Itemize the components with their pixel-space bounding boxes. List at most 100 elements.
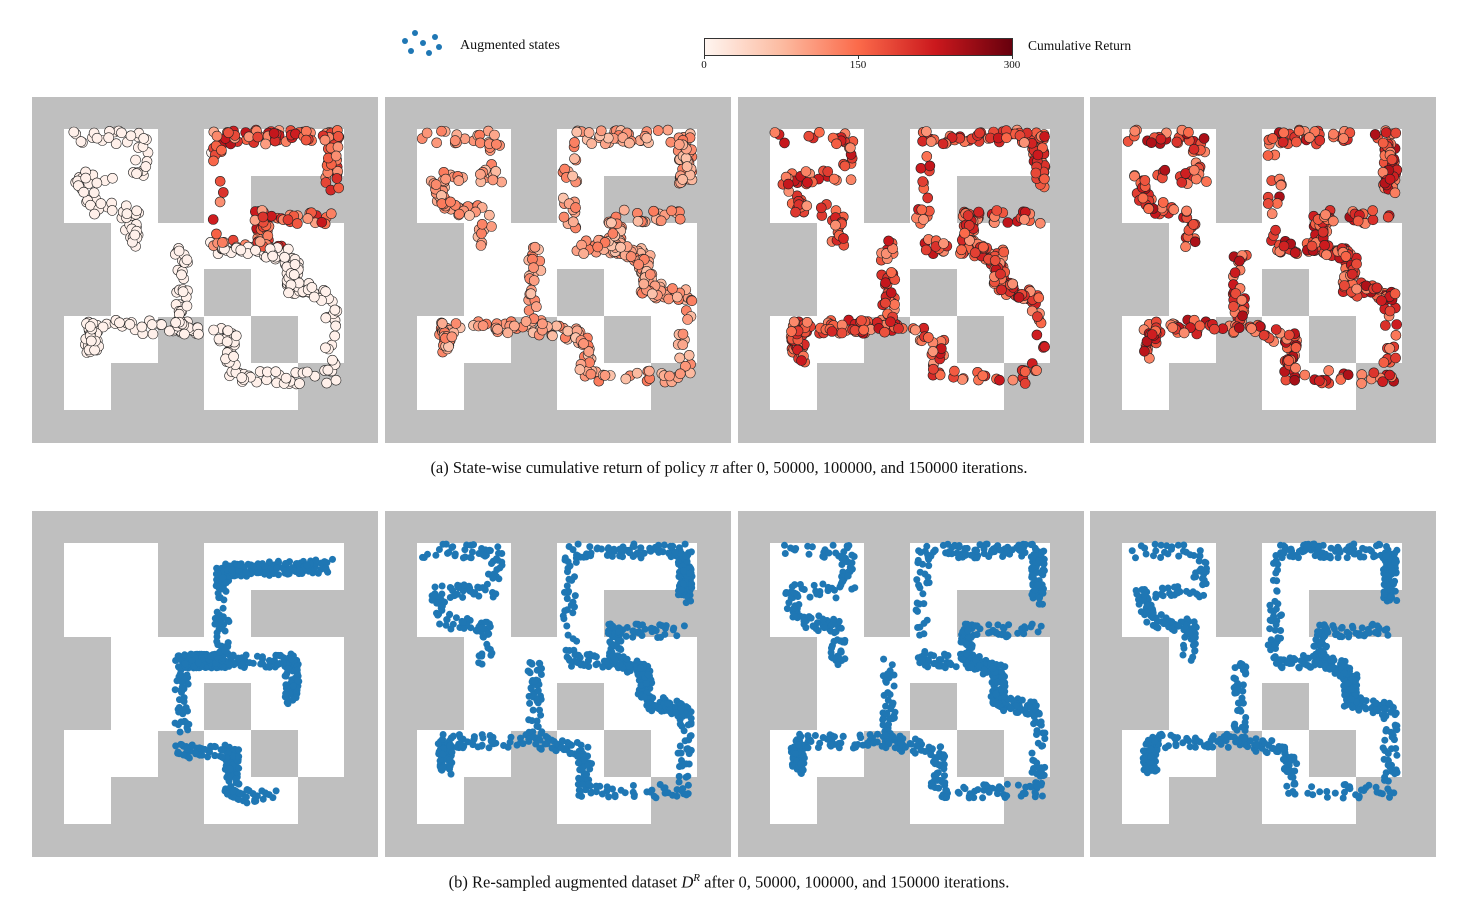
state-point <box>449 135 461 146</box>
augmented-state-point <box>805 550 813 558</box>
state-point <box>454 208 465 220</box>
augmented-state-point <box>637 629 645 637</box>
state-point <box>491 138 502 150</box>
augmented-state-point <box>795 741 802 749</box>
augmented-state-point <box>1003 631 1011 639</box>
maze-obstacle <box>1309 730 1356 777</box>
augmented-state-point <box>533 717 541 725</box>
augmented-state-point <box>985 621 993 629</box>
state-point <box>673 139 685 150</box>
return-map-panel <box>32 97 378 443</box>
state-point <box>136 321 148 333</box>
state-point <box>606 217 617 229</box>
state-point <box>322 364 334 376</box>
state-point <box>786 326 797 337</box>
maze-obstacle <box>251 590 298 637</box>
state-point <box>822 166 834 177</box>
state-point <box>486 221 497 232</box>
augmented-state-point <box>228 566 236 574</box>
augmented-state-point <box>486 546 493 554</box>
state-point <box>674 352 686 364</box>
state-point <box>1293 125 1305 137</box>
state-point <box>228 351 239 362</box>
state-point <box>243 131 255 143</box>
state-point <box>1030 167 1042 179</box>
state-point <box>1376 295 1387 306</box>
augmented-state-point <box>566 740 574 748</box>
state-point <box>1254 321 1266 332</box>
state-point <box>421 127 433 139</box>
augmented-state-point <box>235 796 243 803</box>
state-point <box>880 277 891 288</box>
state-point <box>211 130 223 142</box>
augmented-state-point <box>819 615 827 623</box>
augmented-state-point <box>835 744 843 752</box>
augmented-state-point <box>473 627 481 635</box>
augmented-state-point <box>243 799 251 807</box>
maze-obstacle <box>64 637 104 684</box>
augmented-state-point <box>559 612 567 620</box>
augmented-state-point <box>1040 567 1048 575</box>
augmented-state-point <box>192 750 200 758</box>
state-point <box>1229 267 1241 278</box>
augmented-state-point <box>249 790 257 798</box>
state-point <box>216 144 227 156</box>
augmented-state-point <box>964 627 972 635</box>
augmented-state-point <box>495 575 503 583</box>
state-point <box>1328 215 1339 227</box>
state-point <box>918 214 929 225</box>
state-point <box>596 125 607 137</box>
state-point <box>674 368 686 380</box>
state-point <box>1382 211 1394 223</box>
augmented-state-point <box>684 745 692 753</box>
augmented-state-point <box>637 664 644 672</box>
state-point <box>529 241 541 253</box>
augmented-state-point <box>496 564 504 572</box>
augmented-state-point <box>293 560 301 568</box>
maze-obstacle <box>957 730 1004 777</box>
augmented-state-point <box>254 569 262 577</box>
state-point <box>208 324 219 336</box>
state-point <box>683 349 695 361</box>
augmented-state-point <box>571 592 579 600</box>
colorbar-tick-label: 0 <box>701 59 707 71</box>
augmented-state-point <box>996 546 1004 554</box>
state-point <box>1283 355 1294 366</box>
state-point <box>173 245 185 257</box>
state-point <box>300 125 312 137</box>
state-point <box>124 319 136 330</box>
augmented-state-point <box>1028 540 1036 548</box>
augmented-state-point <box>966 793 974 801</box>
augmented-state-point <box>1038 792 1046 800</box>
augmented-state-point <box>176 728 184 736</box>
augmented-state-point <box>792 750 799 758</box>
return-map-panel <box>738 97 1084 443</box>
state-point <box>291 218 303 229</box>
state-point <box>147 328 159 340</box>
augmented-state-point <box>485 744 493 752</box>
augmented-state-point <box>243 786 251 794</box>
state-point <box>330 374 342 386</box>
state-point <box>288 269 300 280</box>
state-point <box>327 354 338 366</box>
augmented-state-point <box>831 733 838 741</box>
dataset-map-panel <box>1090 511 1436 857</box>
augmented-state-point <box>436 620 444 628</box>
augmented-state-point <box>530 733 538 741</box>
augmented-state-point <box>684 772 692 780</box>
augmented-state-point <box>973 554 981 562</box>
augmented-state-point <box>963 544 971 552</box>
augmented-state-point <box>1041 735 1049 743</box>
state-point <box>236 372 248 383</box>
state-point <box>1234 322 1245 334</box>
state-point <box>1323 365 1334 376</box>
augmented-state-point <box>519 740 527 748</box>
state-point <box>332 131 344 142</box>
augmented-state-point <box>886 691 894 698</box>
augmented-state-point <box>807 614 815 622</box>
maze-obstacle <box>204 683 251 730</box>
state-point <box>222 325 234 336</box>
state-point <box>916 204 928 216</box>
state-point <box>1234 255 1245 267</box>
augmented-state-point <box>629 553 637 560</box>
